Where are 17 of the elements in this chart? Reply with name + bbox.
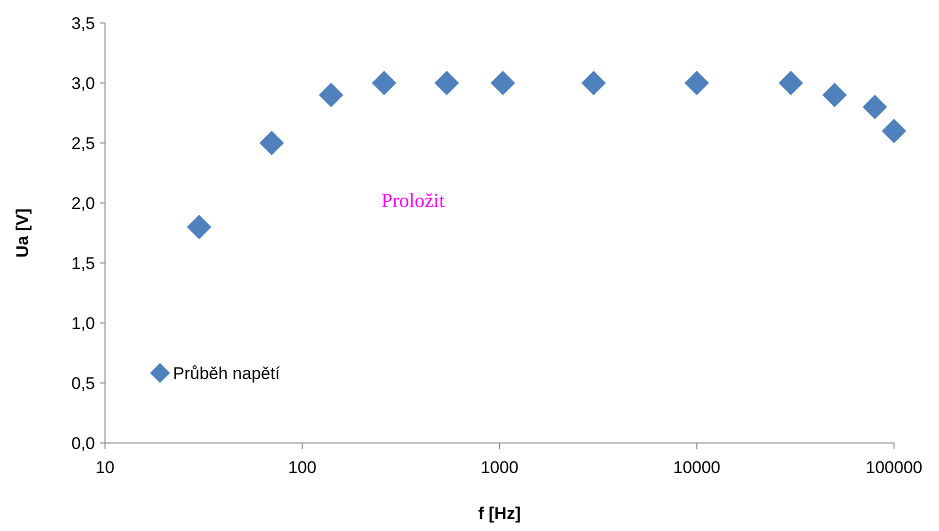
y-axis-title: Ua [V] xyxy=(13,208,32,258)
y-tick-label: 0,5 xyxy=(71,374,95,393)
y-tick-label: 1,5 xyxy=(71,254,95,273)
x-tick-label: 1000 xyxy=(480,458,518,477)
y-tick-label: 2,5 xyxy=(71,134,95,153)
y-tick-label: 2,0 xyxy=(71,194,95,213)
y-tick-label: 0,0 xyxy=(71,434,95,453)
x-tick-label: 100 xyxy=(288,458,316,477)
x-tick-label: 10000 xyxy=(673,458,720,477)
x-tick-label: 10 xyxy=(96,458,114,477)
x-axis-title: f [Hz] xyxy=(478,504,521,523)
y-tick-label: 1,0 xyxy=(71,314,95,333)
annotation: Proložit xyxy=(381,190,446,212)
legend-label: Průběh napětí xyxy=(173,364,280,383)
y-tick-label: 3,0 xyxy=(71,74,95,93)
x-tick-label: 100000 xyxy=(866,458,922,477)
y-tick-label: 3,5 xyxy=(71,14,95,33)
